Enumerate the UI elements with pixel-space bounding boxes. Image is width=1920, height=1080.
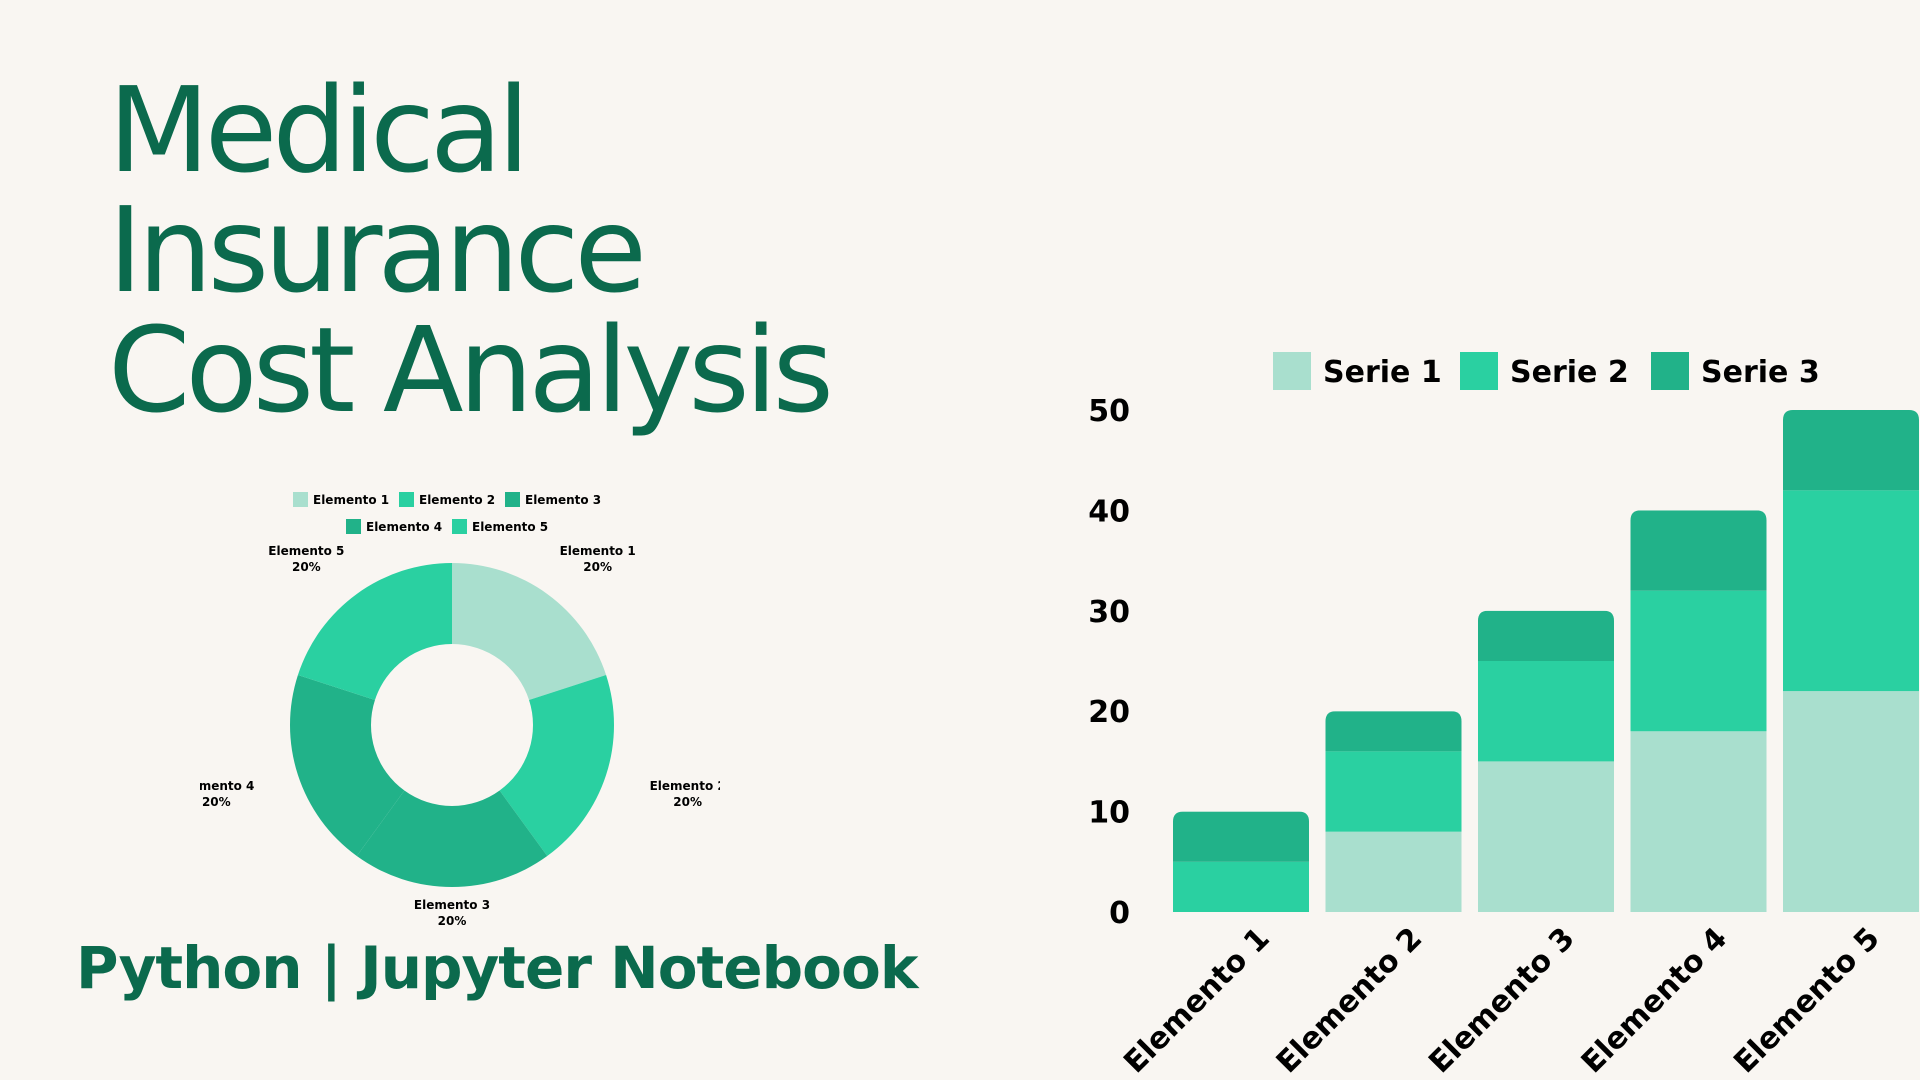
donut-label-percent: 20% [438,914,467,928]
bar-segment-elemento-3-serie-2 [1478,661,1614,762]
donut-legend-swatch-elemento-3 [505,492,520,507]
y-tick-label-0: 0 [1109,896,1130,931]
page-title: Medical Insurance Cost Analysis [108,61,834,439]
y-tick-label-20: 20 [1088,695,1130,730]
donut-label-percent: 20% [673,795,702,809]
x-tick-label-elemento-4: Elemento 4 [1575,921,1734,1080]
x-tick-label-elemento-3: Elemento 3 [1422,921,1581,1080]
bar-group-elemento-1 [1173,811,1309,912]
title-line-3: Cost Analysis [108,301,834,439]
donut-label-name: Elemento 5 [268,544,344,558]
stacked-bar-chart: Serie 1 Serie 2 Serie 3 0 10 20 30 40 50 Elemento… [1088,352,1919,1080]
bar-segment-elemento-4-serie-1 [1630,731,1767,912]
donut-label-name: Elemento 4 [200,779,254,793]
bar-segment-elemento-3-serie-3 [1478,610,1614,661]
bar-segment-elemento-2-serie-1 [1325,831,1462,912]
donut-legend-label-elemento-3: Elemento 3 [525,493,601,507]
bar-segment-elemento-5-serie-3 [1783,410,1919,491]
donut-label-percent: 20% [292,560,321,574]
title-line-1: Medical [108,61,530,199]
bar-segment-elemento-2-serie-2 [1325,751,1462,832]
bar-legend-label-serie-1: Serie 1 [1323,355,1442,390]
donut-legend-label-elemento-1: Elemento 1 [313,493,389,507]
bar-segment-elemento-1-serie-3 [1173,811,1309,862]
donut-label-elemento-3: Elemento 3 20% [414,898,490,928]
bar-legend-label-serie-3: Serie 3 [1701,355,1820,390]
donut-legend-label-elemento-2: Elemento 2 [419,493,495,507]
donut-label-elemento-1: Elemento 1 20% [560,544,636,574]
donut-legend-swatch-elemento-1 [293,492,308,507]
title-line-2: Insurance [108,181,647,319]
bar-group-elemento-3 [1478,610,1614,912]
donut-label-elemento-5: Elemento 5 20% [268,544,344,574]
bar-legend-swatch-serie-1 [1273,352,1311,390]
subtitle: Python | Jupyter Notebook [76,934,918,1002]
bar-segment-elemento-5-serie-2 [1783,490,1919,692]
bar-segment-elemento-2-serie-3 [1325,711,1462,752]
donut-label-name: Elemento 3 [414,898,490,912]
bar-group-elemento-4 [1630,510,1767,912]
donut-label-elemento-4: Elemento 4 20% [200,779,254,809]
donut-legend-swatch-elemento-2 [399,492,414,507]
bar-legend-swatch-serie-3 [1651,352,1689,390]
bar-legend-label-serie-2: Serie 2 [1510,355,1629,390]
donut-slice-elemento-5 [297,563,452,700]
donut-label-name: Elemento 2 [650,779,720,793]
donut-label-elemento-2: Elemento 2 20% [650,779,720,809]
donut-slice-elemento-3 [356,790,548,887]
donut-legend-swatch-elemento-4 [346,519,361,534]
bar-segment-elemento-4-serie-3 [1630,510,1767,591]
bar-group-elemento-2 [1325,711,1462,912]
bar-segment-elemento-1-serie-2 [1173,861,1309,912]
donut-chart: Elemento 1 Elemento 2 Elemento 3 Elemento 4… [200,492,720,928]
y-tick-label-40: 40 [1088,494,1130,529]
bar-segment-elemento-4-serie-2 [1630,590,1767,732]
bar-segment-elemento-5-serie-1 [1783,691,1919,912]
donut-label-percent: 20% [583,560,612,574]
donut-legend-label-elemento-4: Elemento 4 [366,520,442,534]
x-tick-label-elemento-5: Elemento 5 [1727,921,1886,1080]
x-tick-label-elemento-2: Elemento 2 [1270,921,1429,1080]
donut-slice-elemento-4 [290,674,405,857]
donut-slice-elemento-1 [452,563,607,700]
bar-segment-elemento-3-serie-1 [1478,761,1614,912]
y-tick-label-30: 30 [1088,595,1130,630]
x-tick-label-elemento-1: Elemento 1 [1117,921,1276,1080]
y-tick-label-50: 50 [1088,394,1130,429]
donut-legend-label-elemento-5: Elemento 5 [472,520,548,534]
bar-legend-swatch-serie-2 [1460,352,1498,390]
y-tick-label-10: 10 [1088,796,1130,831]
donut-slice-elemento-2 [499,674,614,857]
donut-label-percent: 20% [202,795,231,809]
donut-legend-swatch-elemento-5 [452,519,467,534]
bar-group-elemento-5 [1783,410,1919,912]
donut-label-name: Elemento 1 [560,544,636,558]
